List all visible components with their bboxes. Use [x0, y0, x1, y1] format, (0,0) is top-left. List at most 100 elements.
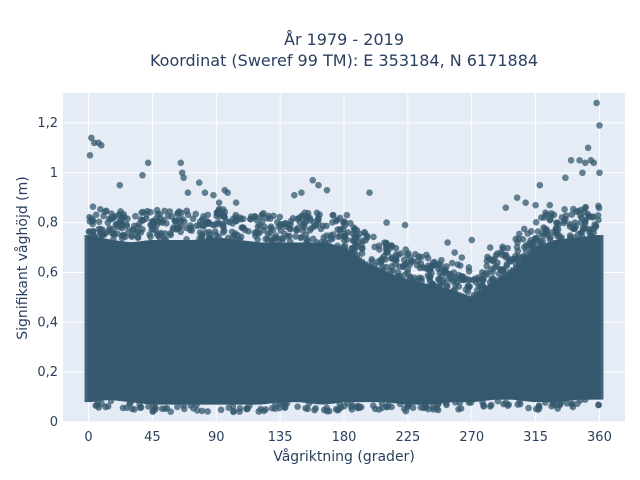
y-tick-label: 1,2: [37, 116, 58, 131]
outlier-point: [232, 199, 240, 206]
data-point: [92, 211, 100, 219]
data-point: [534, 228, 542, 235]
data-point: [383, 403, 390, 411]
data-point: [257, 213, 265, 221]
data-point: [473, 287, 481, 294]
data-point: [437, 283, 444, 291]
outlier-point: [584, 144, 592, 152]
data-point: [428, 269, 435, 277]
y-tick-label: 0,4: [37, 315, 58, 330]
data-point: [480, 403, 487, 410]
data-point: [570, 205, 577, 213]
data-point: [90, 232, 98, 240]
outlier-point: [144, 159, 152, 167]
data-point: [177, 218, 185, 225]
data-point: [147, 233, 154, 241]
data-point: [161, 207, 168, 215]
y-tick-label: 0,6: [37, 265, 58, 280]
data-point: [368, 258, 375, 265]
outlier-point: [298, 189, 305, 196]
data-point: [255, 408, 263, 415]
data-point: [448, 259, 456, 267]
outlier-point: [309, 176, 317, 184]
data-point: [170, 224, 177, 231]
data-point: [190, 405, 197, 412]
outlier-point: [581, 159, 589, 167]
data-point: [500, 267, 507, 274]
data-point: [472, 279, 480, 286]
data-point: [356, 230, 363, 238]
data-point: [132, 212, 139, 220]
outlier-point: [542, 209, 549, 216]
tick-labels: 0 45 90 135 180 225 270 315 360 0 0,2 0,4 0,6 0,8 1 1,2: [37, 116, 612, 445]
data-point: [282, 223, 289, 230]
data-point: [370, 233, 377, 241]
data-point: [492, 251, 500, 259]
data-point: [568, 211, 576, 218]
data-point: [281, 404, 289, 412]
data-point: [383, 246, 390, 253]
data-point: [514, 239, 521, 246]
data-point: [341, 242, 349, 250]
data-point: [549, 228, 557, 236]
data-point: [269, 226, 277, 234]
data-point: [304, 405, 311, 413]
data-points: [84, 99, 604, 416]
data-point: [511, 258, 519, 266]
data-point: [358, 250, 366, 257]
outlier-point: [502, 204, 510, 211]
outlier-point: [180, 174, 187, 182]
data-point: [592, 222, 600, 230]
data-point: [589, 213, 597, 220]
data-point: [483, 271, 491, 278]
data-point: [465, 399, 473, 406]
data-point: [153, 206, 161, 214]
data-point: [388, 263, 396, 270]
data-point: [568, 400, 576, 408]
data-point: [107, 397, 115, 405]
data-density-column: [595, 235, 604, 400]
data-point: [594, 212, 602, 219]
data-point: [519, 253, 526, 261]
data-point: [303, 238, 310, 246]
outlier-point: [579, 169, 586, 177]
data-point: [470, 291, 478, 299]
data-point: [341, 233, 348, 241]
data-point: [270, 234, 278, 242]
data-point: [525, 404, 532, 412]
data-point: [219, 206, 227, 213]
data-point: [487, 401, 495, 409]
data-point: [276, 222, 284, 229]
outlier-point: [562, 174, 569, 182]
data-point: [205, 234, 213, 242]
data-point: [236, 405, 244, 412]
outlier-point: [444, 239, 451, 246]
data-point: [149, 225, 157, 233]
outlier-point: [195, 179, 203, 187]
data-point: [270, 212, 277, 220]
data-point: [110, 231, 118, 238]
data-point: [532, 218, 540, 226]
data-point: [344, 229, 352, 236]
data-point: [561, 217, 568, 225]
data-point: [487, 266, 495, 273]
data-point: [370, 402, 377, 409]
data-point: [403, 251, 411, 259]
data-point: [138, 217, 146, 224]
data-point: [541, 399, 549, 406]
data-point: [377, 256, 384, 264]
data-point: [131, 406, 138, 413]
data-point: [515, 230, 523, 238]
data-point: [376, 246, 383, 253]
data-point: [245, 227, 252, 235]
data-point: [401, 271, 409, 278]
data-point: [320, 406, 328, 414]
data-point: [137, 404, 145, 411]
data-point: [486, 278, 494, 286]
data-point: [251, 213, 259, 220]
data-point: [175, 224, 183, 231]
outlier-point: [184, 189, 192, 196]
data-point: [547, 234, 554, 241]
data-point: [404, 401, 412, 409]
data-point: [193, 222, 200, 230]
